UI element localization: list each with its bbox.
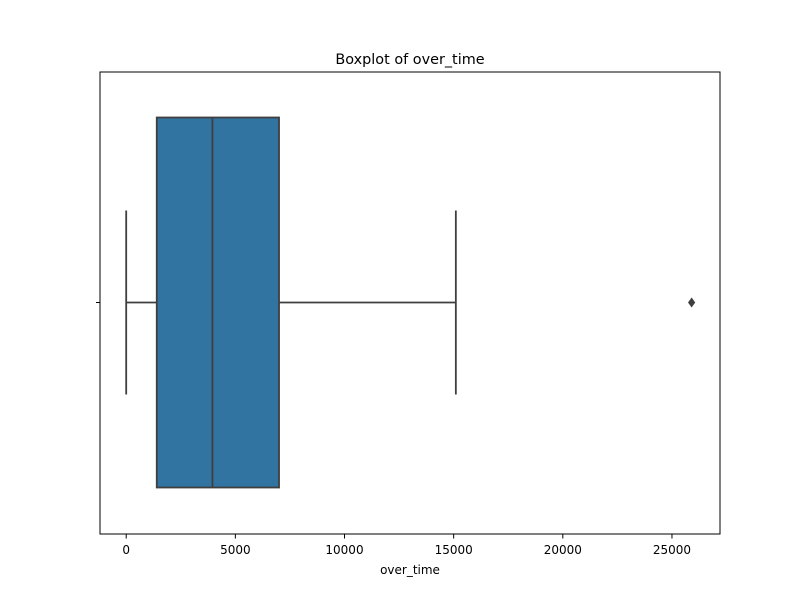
x-tick-label: 5000: [220, 543, 251, 557]
x-tick-label: 25000: [653, 543, 691, 557]
plot-area: [125, 116, 696, 489]
chart-title: Boxplot of over_time: [335, 52, 484, 68]
iqr-box: [155, 116, 280, 489]
x-tick-label: 15000: [435, 543, 473, 557]
outlier-point: [688, 297, 696, 308]
x-tick-label: 0: [122, 543, 130, 557]
x-tick-label: 10000: [325, 543, 363, 557]
x-tick-label: 20000: [544, 543, 582, 557]
x-axis: 0 5000 10000 15000 20000 25000: [96, 71, 721, 557]
x-axis-label: over_time: [380, 563, 440, 577]
